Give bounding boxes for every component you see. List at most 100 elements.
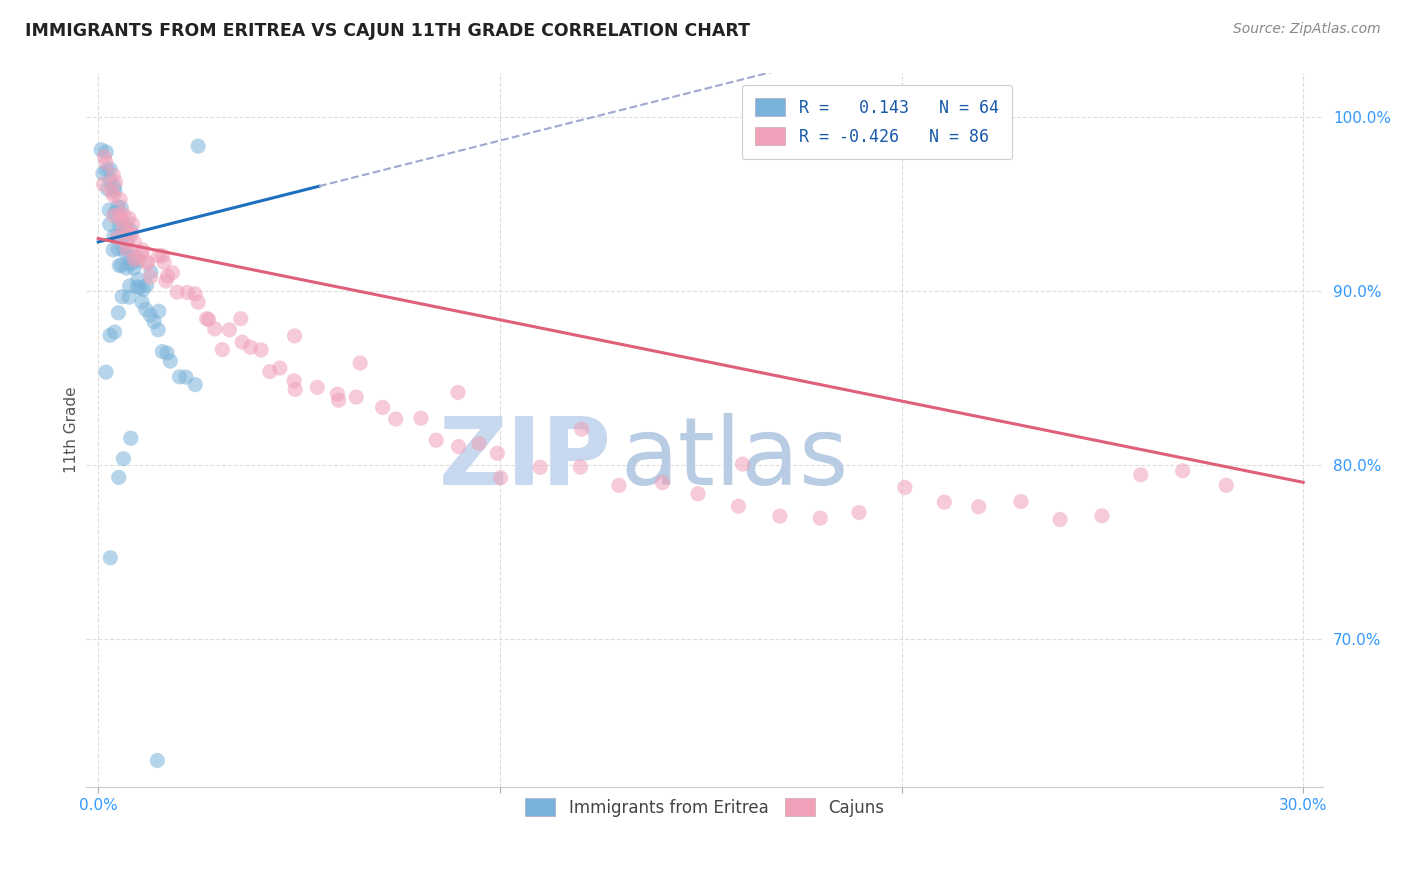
Point: [371, 401, 394, 415]
Point: [94, 365, 117, 379]
Point: [425, 434, 447, 448]
Point: [124, 249, 146, 263]
Point: [250, 343, 273, 357]
Point: [489, 471, 512, 485]
Point: [284, 329, 307, 343]
Point: [967, 500, 990, 514]
Point: [211, 343, 233, 357]
Point: [769, 509, 792, 524]
Point: [107, 242, 129, 256]
Point: [96, 162, 118, 177]
Point: [96, 182, 118, 196]
Point: [146, 323, 169, 337]
Point: [110, 212, 132, 227]
Point: [848, 506, 870, 520]
Point: [103, 243, 125, 257]
Point: [115, 218, 138, 232]
Point: [447, 385, 470, 400]
Point: [103, 209, 125, 223]
Point: [98, 218, 121, 232]
Legend: Immigrants from Eritrea, Cajuns: Immigrants from Eritrea, Cajuns: [517, 790, 893, 825]
Point: [98, 328, 121, 343]
Point: [143, 315, 166, 329]
Point: [651, 475, 673, 490]
Point: [607, 478, 630, 492]
Point: [1091, 508, 1114, 523]
Point: [328, 393, 350, 408]
Point: [98, 202, 121, 217]
Point: [118, 279, 141, 293]
Point: [1129, 467, 1152, 482]
Point: [176, 285, 198, 300]
Point: [127, 272, 149, 286]
Point: [1215, 478, 1237, 492]
Point: [195, 311, 218, 326]
Point: [259, 365, 281, 379]
Point: [118, 290, 141, 304]
Point: [162, 266, 184, 280]
Point: [731, 457, 754, 471]
Point: [121, 217, 143, 231]
Point: [569, 460, 592, 475]
Point: [150, 249, 173, 263]
Point: [486, 446, 509, 460]
Point: [349, 356, 371, 370]
Point: [184, 377, 207, 392]
Point: [117, 234, 139, 248]
Point: [187, 295, 209, 310]
Point: [136, 255, 159, 269]
Point: [284, 383, 307, 397]
Point: [104, 205, 127, 219]
Point: [197, 312, 219, 326]
Point: [269, 361, 291, 376]
Point: [127, 280, 149, 294]
Point: [111, 290, 134, 304]
Point: [127, 253, 149, 268]
Point: [112, 207, 135, 221]
Point: [156, 268, 179, 283]
Point: [108, 207, 131, 221]
Point: [153, 255, 176, 269]
Point: [384, 412, 406, 426]
Point: [101, 185, 124, 199]
Point: [136, 256, 159, 270]
Point: [120, 431, 142, 445]
Point: [120, 224, 142, 238]
Point: [169, 369, 191, 384]
Point: [150, 344, 173, 359]
Point: [166, 285, 188, 299]
Point: [115, 261, 138, 276]
Text: Source: ZipAtlas.com: Source: ZipAtlas.com: [1233, 22, 1381, 37]
Point: [121, 227, 143, 242]
Point: [122, 261, 145, 276]
Point: [124, 235, 146, 250]
Point: [108, 259, 131, 273]
Text: IMMIGRANTS FROM ERITREA VS CAJUN 11TH GRADE CORRELATION CHART: IMMIGRANTS FROM ERITREA VS CAJUN 11TH GR…: [25, 22, 751, 40]
Point: [115, 235, 138, 250]
Point: [1010, 494, 1032, 508]
Point: [184, 286, 207, 301]
Point: [107, 470, 129, 484]
Point: [727, 500, 749, 514]
Point: [111, 258, 134, 272]
Point: [571, 422, 593, 436]
Point: [125, 250, 148, 264]
Point: [120, 251, 142, 265]
Point: [104, 175, 127, 189]
Point: [103, 188, 125, 202]
Point: [132, 243, 155, 257]
Point: [447, 440, 470, 454]
Point: [529, 460, 551, 475]
Point: [409, 411, 432, 425]
Point: [93, 177, 115, 191]
Point: [239, 340, 262, 354]
Point: [131, 294, 153, 309]
Point: [139, 308, 162, 322]
Point: [135, 302, 157, 317]
Point: [808, 511, 831, 525]
Point: [98, 173, 121, 187]
Point: [159, 354, 181, 368]
Point: [111, 218, 134, 232]
Point: [468, 436, 491, 450]
Point: [103, 168, 125, 182]
